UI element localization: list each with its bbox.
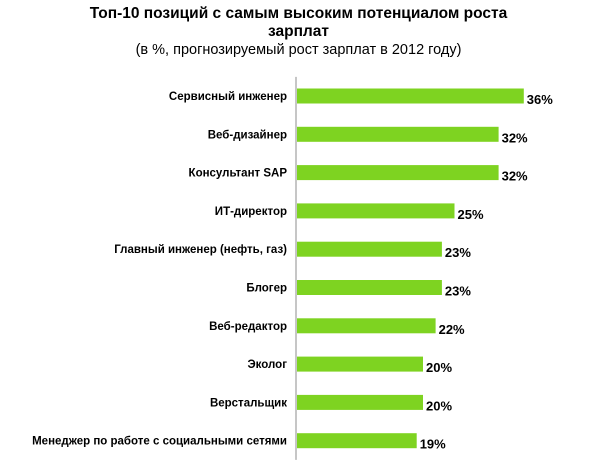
chart-title-line2: зарплат: [267, 23, 329, 40]
bar: [297, 88, 524, 104]
category-label: Верстальщик: [210, 397, 287, 409]
category-label: ИТ-директор: [215, 206, 287, 218]
bar: [297, 356, 423, 372]
bar: [297, 241, 442, 257]
bar: [297, 165, 499, 181]
category-label: Консультант SAP: [189, 168, 288, 180]
chart-subtitle: (в %, прогнозируемый рост зарплат в 2012…: [135, 42, 462, 58]
bar: [297, 318, 436, 334]
data-label: 20%: [426, 398, 452, 413]
data-label: 32%: [502, 169, 528, 184]
category-label: Веб-дизайнер: [208, 129, 287, 141]
data-label: 22%: [439, 322, 465, 337]
bar: [297, 433, 417, 449]
category-label: Менеджер по работе с социальными сетями: [32, 436, 287, 448]
category-label: Главный инженер (нефть, газ): [114, 244, 287, 256]
data-label: 36%: [527, 92, 553, 107]
data-label: 32%: [502, 130, 528, 145]
bar: [297, 394, 423, 410]
bar: [297, 203, 455, 219]
chart-title-line1: Топ-10 позиций с самым высоким потенциал…: [89, 5, 508, 22]
bar: [297, 126, 499, 142]
category-label: Блогер: [246, 283, 287, 295]
data-label: 20%: [426, 360, 452, 375]
bar: [297, 280, 442, 295]
data-label: 23%: [445, 245, 471, 260]
category-label: Веб-редактор: [209, 321, 287, 333]
category-label: Сервисный инженер: [169, 91, 287, 103]
category-label: Эколог: [248, 359, 288, 371]
data-label: 23%: [445, 284, 471, 299]
data-label: 19%: [420, 437, 446, 452]
data-label: 25%: [458, 207, 484, 222]
